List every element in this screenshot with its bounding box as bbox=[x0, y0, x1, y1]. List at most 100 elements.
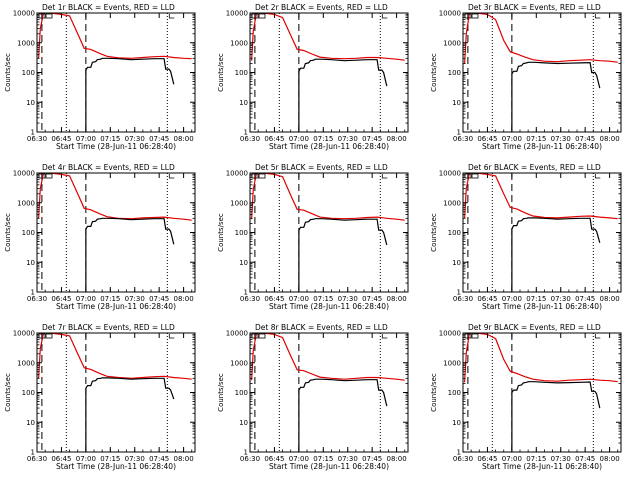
x-tick-label: 07:45 bbox=[575, 295, 595, 303]
x-tick-label: 06:45 bbox=[264, 455, 284, 463]
y-tick-label: 1 bbox=[457, 289, 461, 297]
y-axis-label: Counts/sec bbox=[4, 53, 12, 92]
flag-marker bbox=[168, 174, 175, 179]
y-axis-label: Counts/sec bbox=[217, 53, 225, 92]
panel-title: Det 2r BLACK = Events, RED = LLD bbox=[255, 3, 388, 12]
plot-frame bbox=[249, 332, 409, 453]
flag-marker bbox=[258, 173, 266, 179]
x-tick-label: 07:30 bbox=[551, 135, 571, 143]
events-rate-line bbox=[298, 218, 388, 292]
x-tick-label: 07:45 bbox=[575, 135, 595, 143]
x-tick-label: 07:15 bbox=[100, 295, 120, 303]
x-tick-label: 07:45 bbox=[575, 455, 595, 463]
y-tick-label: 10 bbox=[239, 419, 248, 427]
y-tick-label: 100 bbox=[235, 389, 248, 397]
x-tick-label: 06:30 bbox=[27, 455, 47, 463]
flag-marker bbox=[168, 14, 175, 19]
x-tick-label: 06:45 bbox=[477, 295, 497, 303]
panel-title: Det 4r BLACK = Events, RED = LLD bbox=[42, 163, 175, 172]
event-marker-lines bbox=[254, 173, 381, 292]
x-tick-label: 07:15 bbox=[100, 455, 120, 463]
flag-marker bbox=[45, 13, 53, 19]
lld-rate-line bbox=[464, 13, 618, 64]
x-tick-label: 06:30 bbox=[453, 135, 473, 143]
panel-3: Det 3r BLACK = Events, RED = LLD 1 10 100 10… bbox=[430, 3, 622, 151]
y-tick-label: 1 bbox=[31, 449, 35, 457]
events-rate-line bbox=[85, 377, 175, 452]
panel-4: Det 4r BLACK = Events, RED = LLD 1 10 100 10… bbox=[4, 163, 196, 311]
y-tick-label: 10 bbox=[452, 419, 461, 427]
x-tick-label: 07:15 bbox=[313, 295, 333, 303]
x-tick-label: 06:30 bbox=[27, 135, 47, 143]
plot-frame bbox=[462, 332, 622, 453]
x-tick-label: 06:30 bbox=[240, 455, 260, 463]
y-tick-label: 1 bbox=[457, 449, 461, 457]
x-tick-label: 07:00 bbox=[76, 135, 96, 143]
event-marker-lines bbox=[467, 333, 594, 452]
y-tick-label: 1 bbox=[244, 289, 248, 297]
x-tick-label: 06:45 bbox=[477, 455, 497, 463]
x-tick-label: 07:00 bbox=[76, 295, 96, 303]
y-tick-label: 100 bbox=[235, 229, 248, 237]
x-tick-label: 07:15 bbox=[100, 135, 120, 143]
plot-frame bbox=[249, 172, 409, 293]
flag-marker bbox=[464, 13, 472, 19]
x-tick-label: 06:45 bbox=[264, 135, 284, 143]
x-tick-label: 07:15 bbox=[313, 135, 333, 143]
event-marker-lines bbox=[254, 333, 381, 452]
x-axis-label: Start Time (28-Jun-11 06:28:40) bbox=[482, 462, 602, 471]
lld-rate-line bbox=[251, 13, 405, 61]
panel-title: Det 1r BLACK = Events, RED = LLD bbox=[42, 3, 175, 12]
y-tick-label: 10 bbox=[452, 99, 461, 107]
panel-title: Det 9r BLACK = Events, RED = LLD bbox=[468, 323, 601, 332]
x-tick-label: 07:30 bbox=[125, 295, 145, 303]
x-tick-label: 07:45 bbox=[362, 135, 382, 143]
y-tick-label: 10000 bbox=[226, 10, 248, 18]
x-tick-label: 06:30 bbox=[240, 295, 260, 303]
x-tick-label: 07:15 bbox=[526, 295, 546, 303]
panel-2: Det 2r BLACK = Events, RED = LLD 1 10 100 10… bbox=[217, 3, 409, 151]
y-tick-label: 10 bbox=[26, 419, 35, 427]
flag-marker bbox=[251, 13, 259, 19]
y-axis-label: Counts/sec bbox=[217, 213, 225, 252]
x-axis-label: Start Time (28-Jun-11 06:28:40) bbox=[269, 462, 389, 471]
x-axis-label: Start Time (28-Jun-11 06:28:40) bbox=[56, 302, 176, 311]
flag-marker bbox=[251, 333, 259, 339]
x-tick-label: 08:00 bbox=[174, 295, 194, 303]
x-tick-label: 07:00 bbox=[289, 455, 309, 463]
events-rate-line bbox=[298, 58, 388, 132]
y-tick-label: 10 bbox=[452, 259, 461, 267]
x-tick-label: 08:00 bbox=[600, 135, 620, 143]
x-tick-label: 07:00 bbox=[289, 135, 309, 143]
y-tick-label: 1000 bbox=[443, 359, 461, 367]
y-tick-label: 1000 bbox=[230, 199, 248, 207]
y-axis-label: Counts/sec bbox=[217, 373, 225, 412]
x-tick-label: 07:45 bbox=[149, 455, 169, 463]
events-rate-line bbox=[85, 57, 175, 132]
y-tick-label: 10000 bbox=[13, 170, 35, 178]
y-axis-label: Counts/sec bbox=[4, 213, 12, 252]
x-tick-label: 07:00 bbox=[502, 295, 522, 303]
flag-marker bbox=[464, 173, 472, 179]
y-tick-label: 1000 bbox=[230, 39, 248, 47]
x-tick-label: 06:30 bbox=[27, 295, 47, 303]
panel-9: Det 9r BLACK = Events, RED = LLD 1 10 100 10… bbox=[430, 323, 622, 471]
y-tick-label: 10 bbox=[26, 259, 35, 267]
x-tick-label: 07:30 bbox=[551, 455, 571, 463]
lld-rate-line bbox=[38, 333, 192, 380]
y-tick-label: 100 bbox=[448, 389, 461, 397]
y-tick-label: 10000 bbox=[439, 330, 461, 338]
y-tick-label: 10000 bbox=[439, 170, 461, 178]
x-tick-label: 07:45 bbox=[149, 135, 169, 143]
flag-marker bbox=[471, 173, 479, 179]
y-tick-label: 10000 bbox=[13, 10, 35, 18]
y-tick-label: 1 bbox=[31, 129, 35, 137]
x-tick-label: 07:00 bbox=[76, 455, 96, 463]
panel-title: Det 5r BLACK = Events, RED = LLD bbox=[255, 163, 388, 172]
x-axis-label: Start Time (28-Jun-11 06:28:40) bbox=[482, 302, 602, 311]
x-tick-label: 08:00 bbox=[600, 295, 620, 303]
x-axis-label: Start Time (28-Jun-11 06:28:40) bbox=[269, 302, 389, 311]
y-tick-label: 10000 bbox=[439, 10, 461, 18]
y-tick-label: 100 bbox=[22, 69, 35, 77]
